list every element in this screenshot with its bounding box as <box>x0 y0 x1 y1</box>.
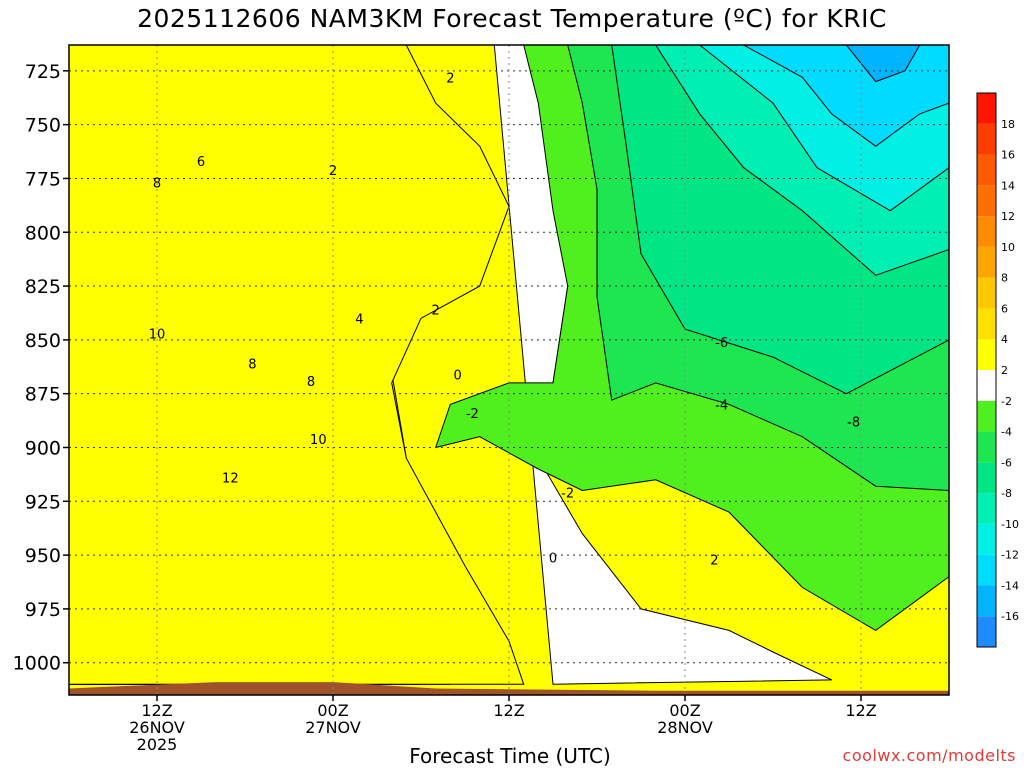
colorbar-label: -4 <box>1001 426 1012 439</box>
x-tick-label: 12Z <box>141 701 172 720</box>
colorbar-label: -8 <box>1001 487 1012 500</box>
colorbar-label: -6 <box>1001 456 1012 469</box>
colorbar-bin <box>977 308 996 340</box>
contour-label: 2 <box>329 164 337 179</box>
colorbar-bin <box>977 616 996 647</box>
y-tick-label: 775 <box>25 168 61 190</box>
colorbar-bin <box>977 431 996 463</box>
colorbar-bin <box>977 554 996 586</box>
contour-label: 2 <box>446 71 454 86</box>
contour-label: 6 <box>197 155 205 170</box>
y-tick-label: 975 <box>25 599 61 621</box>
colorbar-label: -2 <box>1001 395 1012 408</box>
colorbar-bin <box>977 339 996 370</box>
y-tick-label: 1000 <box>13 653 61 675</box>
x-tick-label: 2025 <box>137 735 178 754</box>
y-tick-label: 875 <box>25 384 61 406</box>
contour-label: -4 <box>715 398 728 413</box>
contour-label: 0 <box>454 368 462 383</box>
y-tick-label: 925 <box>25 491 61 513</box>
contour-label: -8 <box>847 416 860 431</box>
y-tick-label: 850 <box>25 330 61 352</box>
grid-layer <box>69 45 949 695</box>
colorbar: -16 -14 -12 -10 -8 -6 -4 -2 2 4 6 8 10 12 14 16 18 <box>976 92 1019 648</box>
colorbar-label: 16 <box>1001 149 1015 162</box>
y-tick-label: 750 <box>25 115 61 137</box>
x-tick-label: 27NOV <box>305 718 361 737</box>
contour-label: 0 <box>549 551 557 566</box>
x-tick-label: 12Z <box>493 701 524 720</box>
y-tick-label: 900 <box>25 437 61 459</box>
y-tick-label: 800 <box>25 222 61 244</box>
colorbar-bin <box>977 93 996 124</box>
y-tick-label: 825 <box>25 276 61 298</box>
contour-label: -2 <box>561 487 574 502</box>
contour-label: -6 <box>715 336 728 351</box>
x-tick-label: 00Z <box>669 701 700 720</box>
contour-label: 10 <box>310 433 327 448</box>
contour-label: 2 <box>432 304 440 319</box>
y-tick-label: 725 <box>25 61 61 83</box>
colorbar-label: 6 <box>1001 302 1008 315</box>
colorbar-label: 4 <box>1001 333 1008 346</box>
contour-label: 8 <box>248 358 256 373</box>
colorbar-bin <box>977 370 996 401</box>
colorbar-bin <box>977 400 996 432</box>
contour-label: 12 <box>222 472 239 487</box>
colorbar-bin <box>977 523 996 555</box>
contour-label: 8 <box>307 375 315 390</box>
colorbar-label: 14 <box>1001 179 1015 192</box>
contour-label: 8 <box>153 177 161 192</box>
colorbar-label: -12 <box>1001 549 1019 562</box>
colorbar-label: 12 <box>1001 210 1015 223</box>
colorbar-bin <box>977 462 996 494</box>
y-axis: 725 750 775 800 825 850 875 900 925 950 975 1000 <box>13 61 69 675</box>
colorbar-frame <box>976 92 997 648</box>
x-tick-label: 28NOV <box>657 718 713 737</box>
x-tick-label: 12Z <box>845 701 876 720</box>
colorbar-bin <box>977 185 996 217</box>
colorbar-bin <box>977 493 996 524</box>
colorbar-bin <box>977 154 996 186</box>
temp-region--16--14C <box>845 45 921 83</box>
x-tick-label: 00Z <box>317 701 348 720</box>
credit-link[interactable]: coolwx.com/modelts <box>842 746 1016 765</box>
contour-label: 10 <box>149 327 166 342</box>
x-axis-title: Forecast Time (UTC) <box>409 744 611 768</box>
colorbar-bin <box>977 216 996 247</box>
colorbar-label: -10 <box>1001 518 1019 531</box>
ground-layer <box>69 682 949 695</box>
colorbar-label: 2 <box>1001 364 1008 377</box>
contour-label: 2 <box>710 553 718 568</box>
y-tick-label: 950 <box>25 545 61 567</box>
colorbar-bin <box>977 246 996 278</box>
contour-label: -2 <box>466 407 479 422</box>
colorbar-label: -14 <box>1001 579 1019 592</box>
temp-region-0-2C <box>69 45 525 685</box>
colorbar-bin <box>977 585 996 617</box>
colorbar-bin <box>977 123 996 155</box>
contour-label: 4 <box>355 312 363 327</box>
colorbar-label: 10 <box>1001 241 1015 254</box>
colorbar-label: -16 <box>1001 610 1019 623</box>
colorbar-bin <box>977 277 996 309</box>
colorbar-label: 18 <box>1001 118 1015 131</box>
x-tick-label: 26NOV <box>129 718 185 737</box>
colorbar-label: 8 <box>1001 272 1008 285</box>
contour-labels-layer: 2 2 2 4 6 8 8 8 10 10 12 0 -2 -2 0 2 -6 -4 -8 <box>149 71 860 568</box>
ground-surface <box>69 682 949 695</box>
chart-title: 2025112606 NAM3KM Forecast Temperature (… <box>137 4 887 33</box>
